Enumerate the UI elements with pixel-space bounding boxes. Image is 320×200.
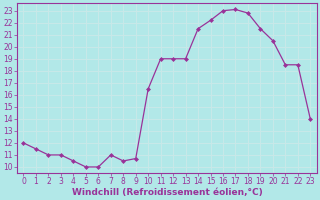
X-axis label: Windchill (Refroidissement éolien,°C): Windchill (Refroidissement éolien,°C): [72, 188, 262, 197]
